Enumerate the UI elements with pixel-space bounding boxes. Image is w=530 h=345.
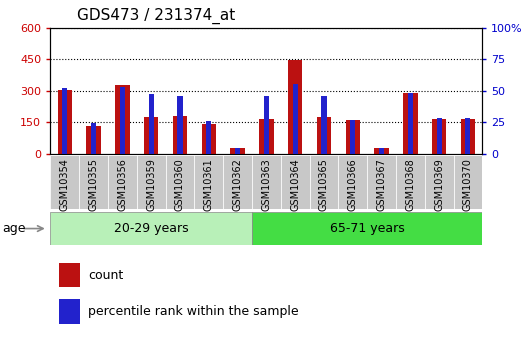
Bar: [252, 212, 482, 245]
Text: count: count: [89, 268, 123, 282]
Bar: [79, 155, 108, 209]
Text: GSM10356: GSM10356: [117, 158, 127, 211]
Bar: [374, 148, 388, 154]
Bar: [165, 155, 195, 209]
Bar: [108, 155, 137, 209]
Bar: [264, 96, 269, 154]
Bar: [338, 155, 367, 209]
Bar: [115, 85, 129, 154]
Bar: [59, 299, 80, 324]
Bar: [346, 120, 360, 154]
Bar: [120, 87, 125, 154]
Text: percentile rank within the sample: percentile rank within the sample: [89, 305, 299, 318]
Bar: [148, 94, 154, 154]
Bar: [310, 155, 338, 209]
Bar: [58, 89, 72, 154]
Text: GSM10363: GSM10363: [261, 158, 271, 211]
Bar: [367, 155, 396, 209]
Text: GSM10359: GSM10359: [146, 158, 156, 211]
Bar: [288, 60, 302, 154]
Text: GSM10362: GSM10362: [233, 158, 243, 211]
Bar: [379, 148, 384, 154]
Bar: [437, 118, 441, 154]
Text: age: age: [3, 222, 26, 235]
Bar: [50, 155, 79, 209]
Bar: [201, 124, 216, 154]
Text: GSM10355: GSM10355: [89, 158, 99, 211]
Bar: [86, 126, 101, 154]
Bar: [425, 155, 454, 209]
Bar: [235, 148, 240, 154]
Text: GDS473 / 231374_at: GDS473 / 231374_at: [77, 8, 235, 24]
Bar: [321, 96, 326, 154]
Bar: [178, 96, 182, 154]
Bar: [454, 155, 482, 209]
Bar: [62, 88, 67, 154]
Bar: [408, 93, 413, 154]
Bar: [461, 119, 475, 154]
Bar: [223, 155, 252, 209]
Bar: [396, 155, 425, 209]
Bar: [173, 116, 187, 154]
Bar: [259, 119, 273, 154]
Text: GSM10366: GSM10366: [348, 158, 358, 211]
Text: GSM10360: GSM10360: [175, 158, 185, 211]
Bar: [59, 263, 80, 287]
Text: GSM10369: GSM10369: [434, 158, 444, 211]
Text: 20-29 years: 20-29 years: [114, 222, 189, 235]
Bar: [137, 155, 165, 209]
Text: GSM10364: GSM10364: [290, 158, 300, 211]
Text: GSM10370: GSM10370: [463, 158, 473, 211]
Bar: [465, 118, 471, 154]
Bar: [231, 148, 245, 154]
Bar: [403, 93, 418, 154]
Bar: [195, 155, 223, 209]
Bar: [252, 155, 281, 209]
Bar: [281, 155, 310, 209]
Bar: [432, 119, 446, 154]
Bar: [50, 212, 252, 245]
Bar: [144, 117, 158, 154]
Text: GSM10354: GSM10354: [60, 158, 70, 211]
Text: GSM10365: GSM10365: [319, 158, 329, 211]
Text: GSM10361: GSM10361: [204, 158, 214, 211]
Bar: [91, 123, 96, 154]
Bar: [350, 119, 355, 154]
Text: GSM10368: GSM10368: [405, 158, 416, 211]
Bar: [317, 117, 331, 154]
Bar: [293, 84, 298, 154]
Text: GSM10367: GSM10367: [376, 158, 386, 211]
Text: 65-71 years: 65-71 years: [330, 222, 404, 235]
Bar: [206, 121, 211, 154]
